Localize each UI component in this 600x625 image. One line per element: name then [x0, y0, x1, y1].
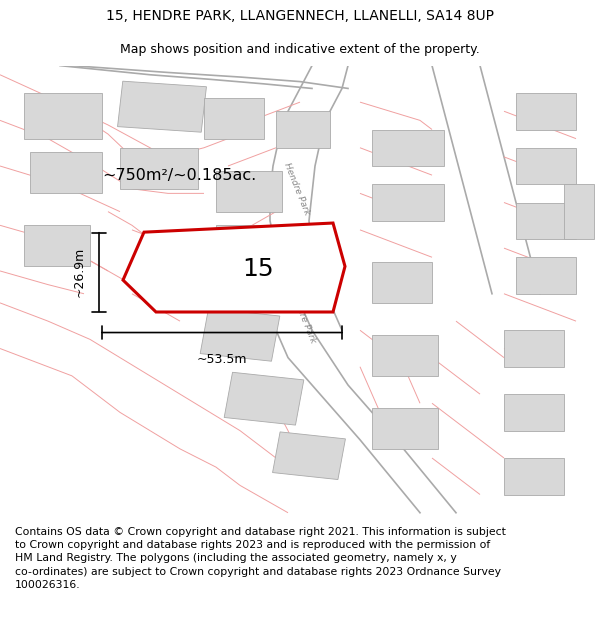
Bar [504, 458, 564, 494]
Bar [504, 394, 564, 431]
Bar [372, 129, 444, 166]
Bar [372, 184, 444, 221]
Text: ~26.9m: ~26.9m [73, 247, 86, 298]
Text: 15: 15 [242, 257, 274, 281]
Text: Contains OS data © Crown copyright and database right 2021. This information is : Contains OS data © Crown copyright and d… [15, 527, 506, 590]
Bar [504, 330, 564, 367]
Text: Hendre Park: Hendre Park [283, 161, 311, 216]
Bar [564, 184, 594, 239]
Bar [272, 432, 346, 479]
Text: 15, HENDRE PARK, LLANGENNECH, LLANELLI, SA14 8UP: 15, HENDRE PARK, LLANGENNECH, LLANELLI, … [106, 9, 494, 23]
Bar [216, 225, 282, 266]
Bar [516, 202, 576, 239]
Bar [118, 81, 206, 132]
Bar [204, 98, 264, 139]
Bar [372, 408, 438, 449]
Bar [516, 148, 576, 184]
Bar [30, 152, 102, 193]
Bar [372, 262, 432, 303]
Text: ~53.5m: ~53.5m [197, 353, 247, 366]
Text: ~750m²/~0.185ac.: ~750m²/~0.185ac. [102, 168, 256, 182]
Bar [120, 148, 198, 189]
Bar [216, 171, 282, 212]
Bar [200, 308, 280, 361]
Bar [24, 225, 90, 266]
Bar [24, 93, 102, 139]
Polygon shape [123, 223, 345, 312]
Bar [224, 372, 304, 425]
Text: Map shows position and indicative extent of the property.: Map shows position and indicative extent… [120, 42, 480, 56]
Bar [372, 335, 438, 376]
Bar [276, 111, 330, 148]
Bar [516, 258, 576, 294]
Text: Hendre Park: Hendre Park [289, 289, 317, 344]
Bar [516, 93, 576, 129]
